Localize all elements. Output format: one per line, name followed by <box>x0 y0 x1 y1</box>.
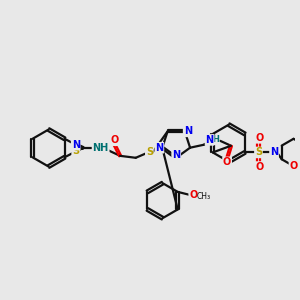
Text: N: N <box>172 150 180 160</box>
Text: S: S <box>72 146 79 157</box>
Text: N: N <box>184 126 192 136</box>
Text: NH: NH <box>92 143 109 153</box>
Text: O: O <box>255 162 264 172</box>
Text: N: N <box>155 143 164 153</box>
Text: N: N <box>72 140 80 150</box>
Text: O: O <box>110 135 118 145</box>
Text: O: O <box>255 133 264 143</box>
Text: O: O <box>223 157 231 167</box>
Text: S: S <box>146 147 153 157</box>
Text: CH₃: CH₃ <box>197 192 211 201</box>
Text: O: O <box>189 190 197 200</box>
Text: N: N <box>206 135 214 145</box>
Text: N: N <box>270 147 278 158</box>
Text: H: H <box>212 135 219 144</box>
Text: S: S <box>255 147 262 158</box>
Text: O: O <box>290 161 298 171</box>
